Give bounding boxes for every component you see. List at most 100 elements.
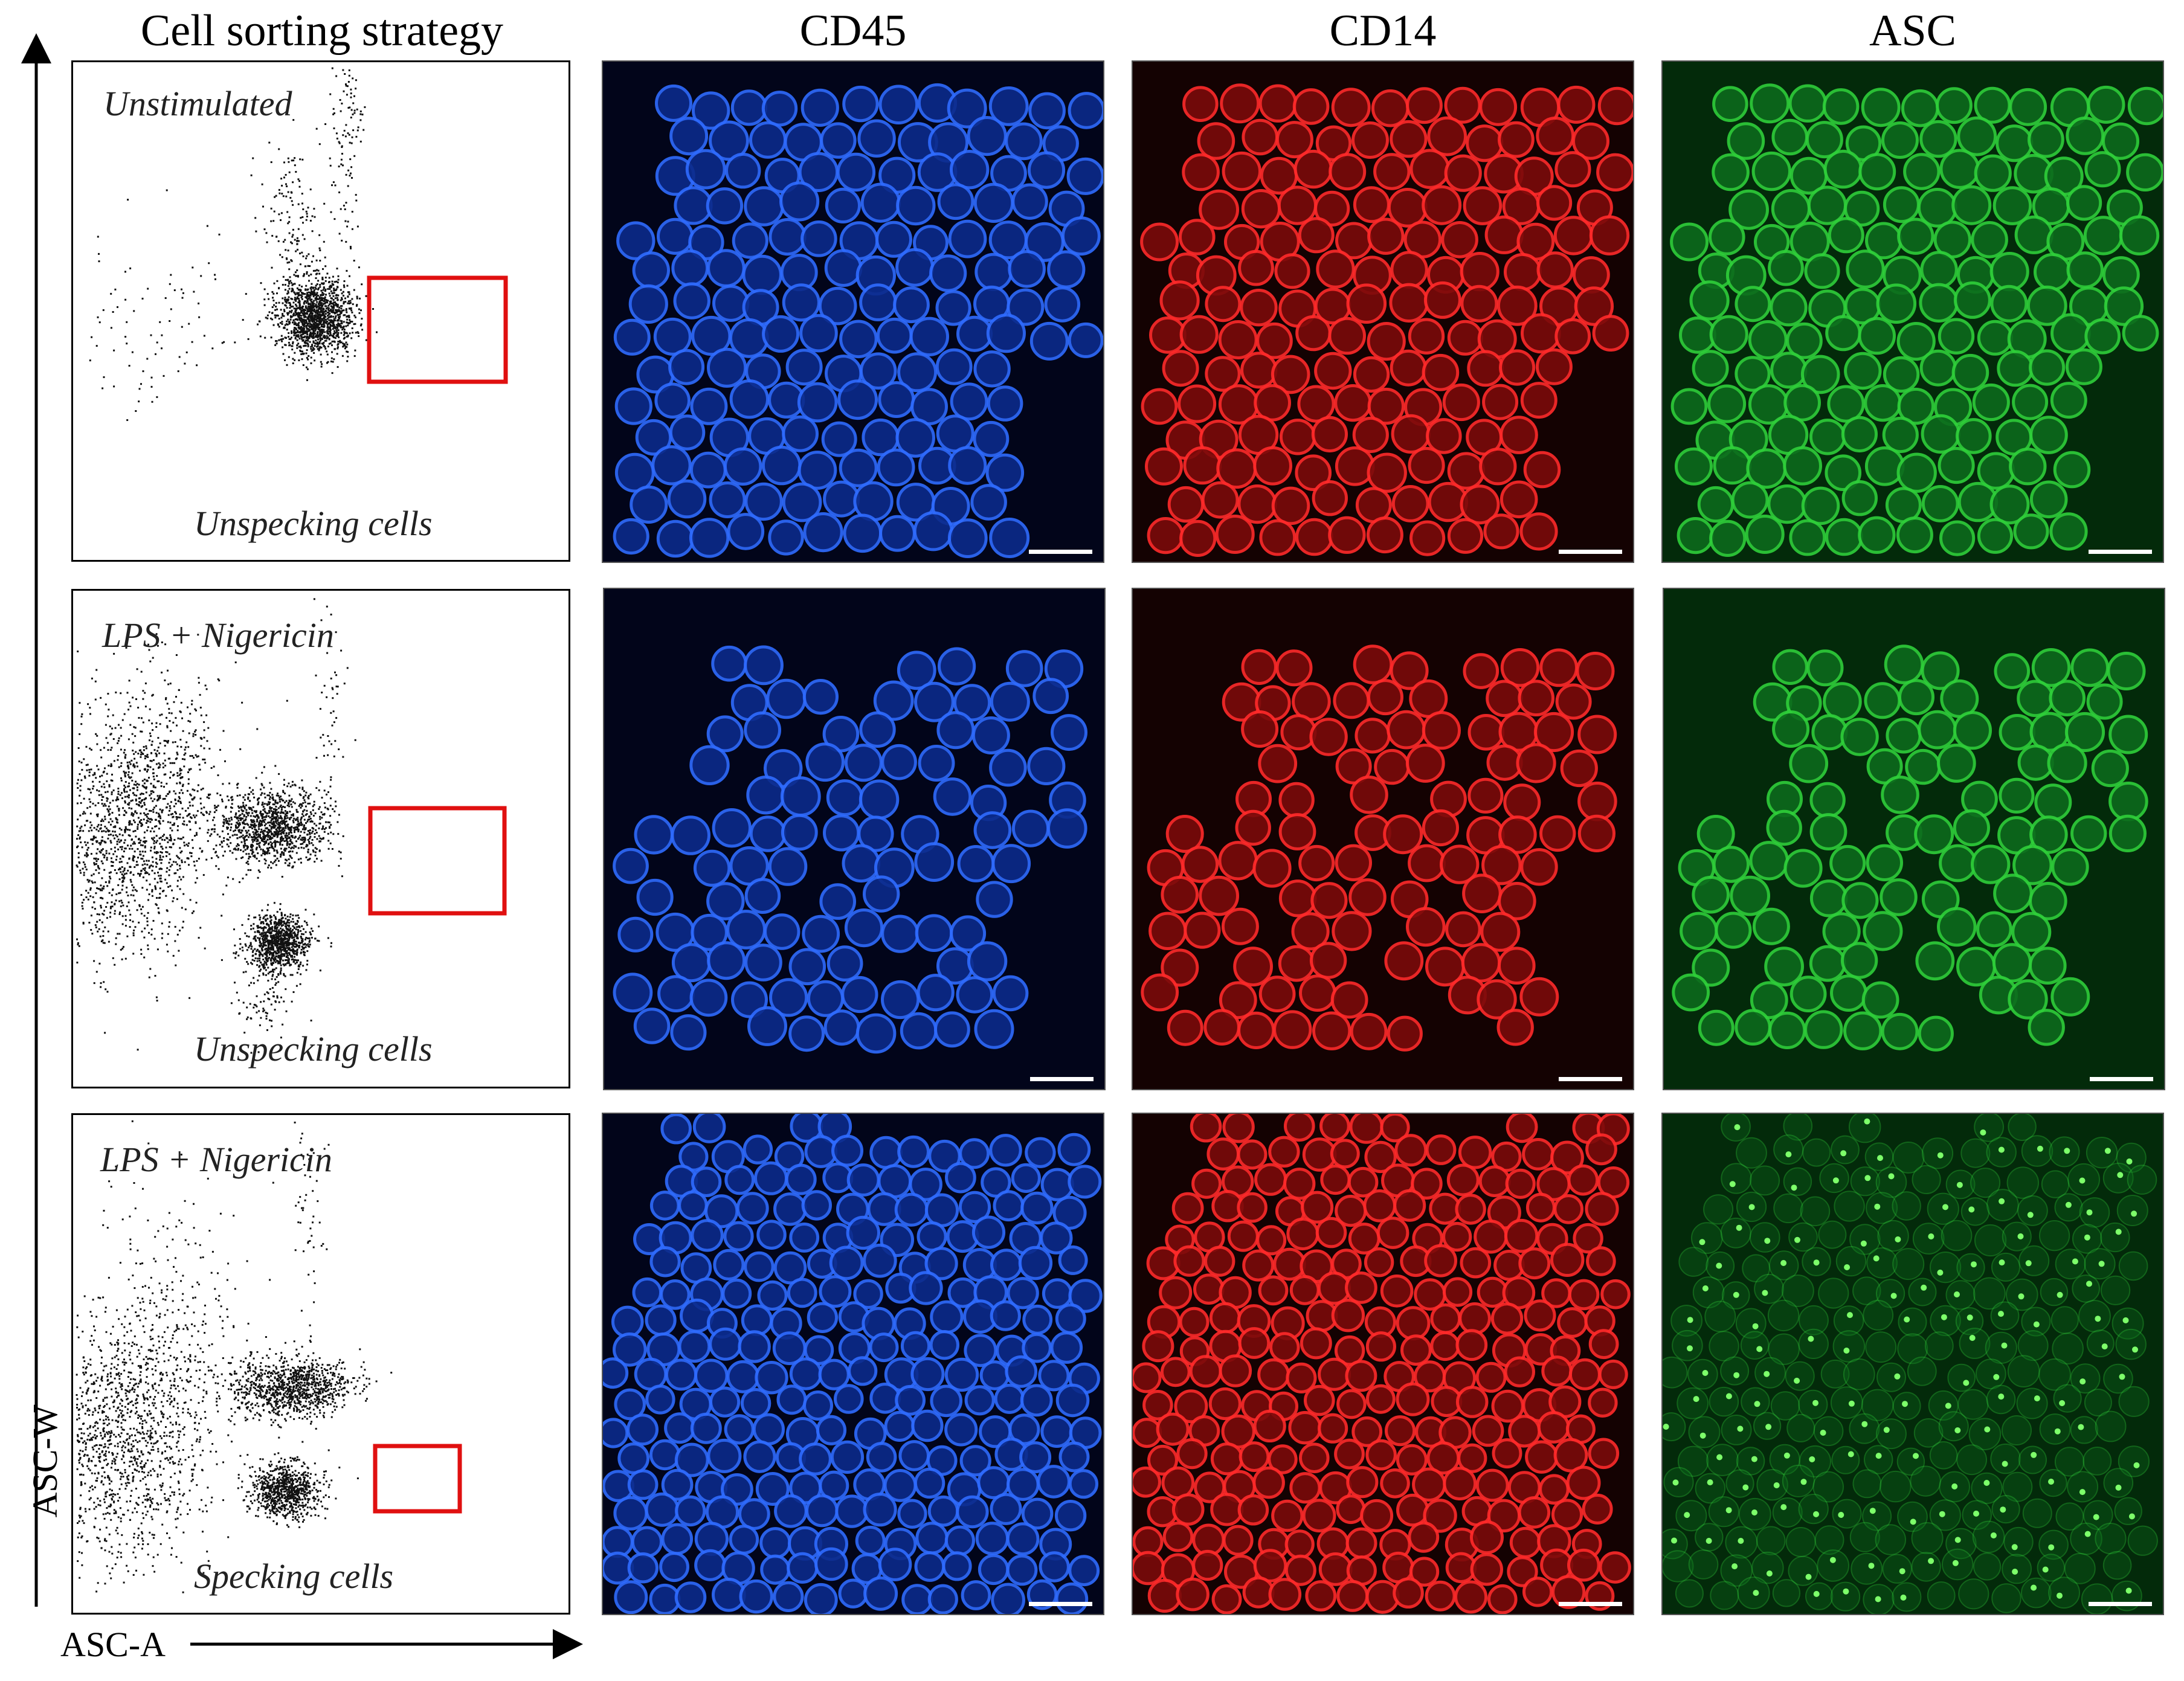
event-dot xyxy=(282,789,285,792)
event-dot xyxy=(269,796,271,799)
event-dot xyxy=(161,847,164,850)
event-dot xyxy=(303,352,305,355)
event-dot xyxy=(273,823,275,825)
event-dot xyxy=(79,773,81,776)
event-dot xyxy=(280,953,282,956)
event-dot xyxy=(329,295,331,297)
event-dot xyxy=(128,857,130,860)
event-dot xyxy=(315,293,317,295)
event-dot xyxy=(108,852,111,855)
event-dot xyxy=(226,828,228,830)
event-dot xyxy=(268,843,270,844)
event-dot xyxy=(297,342,300,345)
event-dot xyxy=(263,964,265,966)
event-dot xyxy=(279,972,282,975)
event-dot xyxy=(291,850,294,853)
event-dot xyxy=(115,899,117,902)
event-dot xyxy=(312,340,315,342)
event-dot xyxy=(250,819,253,821)
event-dot xyxy=(219,835,221,838)
event-dot xyxy=(101,774,103,777)
event-dot xyxy=(301,338,303,340)
event-dot xyxy=(360,309,362,312)
event-dot xyxy=(288,802,289,804)
event-dot xyxy=(266,918,269,920)
event-dot xyxy=(153,847,156,850)
event-dot xyxy=(267,821,269,824)
event-dot xyxy=(285,800,288,802)
event-dot xyxy=(179,852,182,853)
event-dot xyxy=(134,794,135,796)
event-dot xyxy=(341,145,343,147)
event-dot xyxy=(278,929,280,931)
event-dot xyxy=(179,930,181,932)
event-dot xyxy=(197,784,199,786)
event-dot xyxy=(292,948,294,950)
event-dot xyxy=(294,940,297,943)
event-dot xyxy=(272,847,275,850)
event-dot xyxy=(254,957,257,959)
event-dot xyxy=(337,329,340,332)
event-dot xyxy=(141,864,144,866)
event-dot xyxy=(255,777,257,779)
event-dot xyxy=(289,315,292,317)
event-dot xyxy=(309,299,311,301)
event-dot xyxy=(297,920,298,922)
event-dot xyxy=(159,875,162,877)
event-dot xyxy=(109,840,112,842)
event-dot xyxy=(273,936,275,939)
event-dot xyxy=(278,823,280,826)
event-dot xyxy=(271,318,274,321)
event-dot xyxy=(269,928,271,930)
event-dot xyxy=(289,963,291,966)
event-dot xyxy=(292,952,295,954)
event-dot xyxy=(114,846,116,849)
event-dot xyxy=(282,963,285,965)
event-dot xyxy=(291,954,293,957)
event-dot xyxy=(346,315,349,317)
event-dot xyxy=(286,843,288,845)
event-dot xyxy=(138,904,141,906)
event-dot xyxy=(237,820,240,822)
event-dot xyxy=(283,310,286,312)
event-dot xyxy=(266,794,269,797)
event-dot xyxy=(120,765,122,767)
event-dot xyxy=(246,935,248,937)
event-dot xyxy=(299,349,301,352)
event-dot xyxy=(106,885,109,887)
event-dot xyxy=(169,809,170,812)
event-dot xyxy=(127,764,129,767)
event-dot xyxy=(192,847,194,849)
event-dot xyxy=(311,336,313,338)
event-dot xyxy=(252,844,254,847)
event-dot xyxy=(247,846,249,848)
event-dot xyxy=(344,73,346,75)
event-dot xyxy=(290,956,292,958)
event-dot xyxy=(223,837,225,839)
event-dot xyxy=(199,827,201,829)
event-dot xyxy=(111,820,114,823)
event-dot xyxy=(312,326,314,329)
event-dot xyxy=(248,806,250,809)
event-dot xyxy=(89,747,91,750)
event-dot xyxy=(164,839,166,841)
event-dot xyxy=(323,336,326,338)
event-dot xyxy=(146,879,148,882)
event-dot xyxy=(297,297,300,300)
event-dot xyxy=(117,740,120,742)
event-dot xyxy=(317,294,319,297)
event-dot xyxy=(313,303,315,305)
event-dot xyxy=(95,733,97,735)
event-dot xyxy=(332,328,334,330)
event-dot xyxy=(307,306,309,308)
event-dot xyxy=(193,797,195,800)
event-dot xyxy=(280,829,283,832)
event-dot xyxy=(87,847,89,849)
event-dot xyxy=(293,323,295,326)
event-dot xyxy=(97,316,99,318)
event-dot xyxy=(327,313,330,316)
event-dot xyxy=(283,832,285,835)
event-dot xyxy=(334,184,337,187)
event-dot xyxy=(329,286,330,288)
event-dot xyxy=(284,823,286,826)
